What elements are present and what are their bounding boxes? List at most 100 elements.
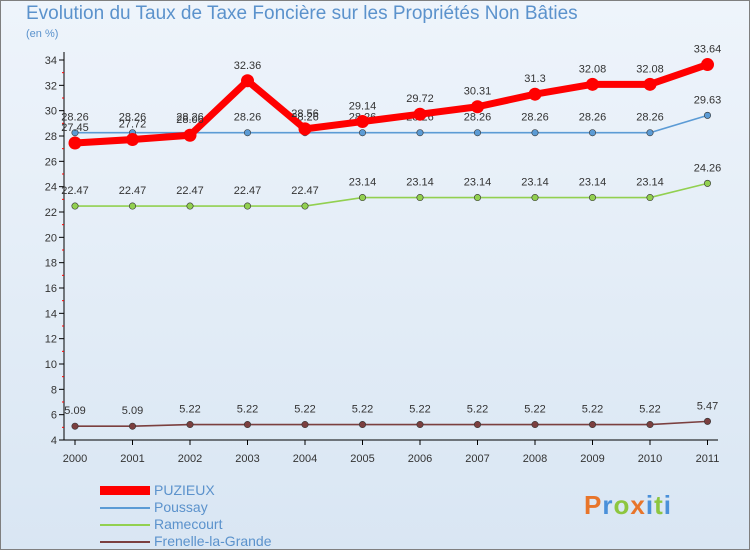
- logo-letter: x: [630, 490, 646, 520]
- data-label-ramecourt: 22.47: [119, 185, 147, 197]
- data-label-poussay: 29.63: [694, 94, 722, 106]
- data-point-ramecourt: [416, 194, 424, 202]
- data-label-ramecourt: 23.14: [349, 177, 377, 189]
- data-label-poussay: 28.26: [636, 112, 664, 124]
- logo-letter: t: [654, 490, 664, 520]
- legend-label-puzieux: PUZIEUX: [154, 482, 215, 498]
- data-point-ramecourt: [129, 202, 137, 210]
- data-point-frenelle-la-grande: [646, 421, 654, 429]
- data-point-puzieux: [586, 77, 599, 91]
- data-label-puzieux: 32.08: [636, 63, 664, 75]
- data-label-frenelle-la-grande: 5.22: [294, 404, 315, 416]
- y-tick-label: 20: [45, 232, 57, 244]
- y-tick-label: 8: [51, 384, 57, 396]
- chart-title: Evolution du Taux de Taxe Foncière sur l…: [26, 3, 578, 24]
- proxiti-logo: Proxiti: [584, 490, 672, 521]
- data-label-frenelle-la-grande: 5.22: [237, 404, 258, 416]
- data-point-ramecourt: [646, 194, 654, 202]
- data-label-frenelle-la-grande: 5.22: [409, 404, 430, 416]
- data-label-puzieux: 27.45: [61, 122, 89, 134]
- y-tick-label: 34: [45, 55, 57, 67]
- data-label-frenelle-la-grande: 5.22: [352, 404, 373, 416]
- logo-letter: i: [663, 490, 672, 520]
- data-label-ramecourt: 23.14: [636, 177, 664, 189]
- data-point-frenelle-la-grande: [703, 417, 711, 425]
- y-tick-label: 32: [45, 80, 57, 92]
- data-label-poussay: 28.26: [234, 112, 262, 124]
- data-point-puzieux: [298, 122, 312, 136]
- legend-swatch-ramecourt: [100, 524, 150, 526]
- data-point-ramecourt: [531, 194, 539, 202]
- data-point-poussay: [416, 129, 424, 137]
- data-point-ramecourt: [301, 202, 309, 210]
- data-label-poussay: 28.26: [579, 112, 607, 124]
- data-point-puzieux: [68, 136, 82, 150]
- data-point-frenelle-la-grande: [71, 422, 79, 430]
- data-point-frenelle-la-grande: [301, 421, 309, 429]
- y-tick-label: 14: [45, 308, 57, 320]
- x-tick-label: 2005: [350, 453, 374, 465]
- x-tick-label: 2004: [293, 453, 317, 465]
- legend-swatch-poussay: [100, 507, 150, 509]
- data-label-ramecourt: 22.47: [61, 185, 89, 197]
- data-point-frenelle-la-grande: [358, 421, 366, 429]
- data-label-puzieux: 31.3: [524, 73, 545, 85]
- x-tick-label: 2010: [638, 453, 662, 465]
- y-tick-label: 4: [51, 435, 57, 447]
- data-label-puzieux: 29.72: [406, 93, 434, 105]
- series-line-frenelle-la-grande: [75, 420, 708, 427]
- data-point-puzieux: [413, 107, 427, 121]
- data-label-puzieux: 30.31: [464, 86, 492, 98]
- x-tick-label: 2009: [580, 453, 604, 465]
- data-point-poussay: [703, 111, 711, 119]
- y-tick-label: 12: [45, 334, 57, 346]
- data-point-puzieux: [241, 74, 254, 88]
- data-label-puzieux: 27.72: [119, 119, 147, 131]
- data-label-puzieux: 33.64: [694, 44, 722, 56]
- y-tick-label: 28: [45, 131, 57, 143]
- data-point-ramecourt: [358, 194, 366, 202]
- y-tick-label: 6: [51, 410, 57, 422]
- data-point-puzieux: [183, 128, 197, 142]
- data-point-puzieux: [356, 115, 369, 129]
- data-label-ramecourt: 22.47: [291, 185, 319, 197]
- data-point-puzieux: [126, 133, 139, 147]
- y-tick-label: 16: [45, 283, 57, 295]
- legend-swatch-frenelle-la-grande: [100, 541, 150, 543]
- data-label-poussay: 28.26: [464, 112, 492, 124]
- data-label-ramecourt: 22.47: [176, 185, 204, 197]
- data-point-poussay: [588, 129, 596, 137]
- data-point-frenelle-la-grande: [129, 422, 137, 430]
- data-point-poussay: [473, 129, 481, 137]
- data-point-frenelle-la-grande: [186, 421, 194, 429]
- y-tick-label: 30: [45, 106, 57, 118]
- y-tick-label: 18: [45, 258, 57, 270]
- data-point-ramecourt: [473, 194, 481, 202]
- x-tick-label: 2002: [178, 453, 202, 465]
- series-line-ramecourt: [75, 182, 708, 207]
- data-label-frenelle-la-grande: 5.22: [467, 404, 488, 416]
- data-point-frenelle-la-grande: [244, 421, 252, 429]
- data-label-ramecourt: 23.14: [521, 177, 549, 189]
- data-point-poussay: [531, 129, 539, 137]
- data-label-puzieux: 29.14: [349, 101, 377, 113]
- x-tick-label: 2003: [235, 453, 259, 465]
- data-label-ramecourt: 23.14: [406, 177, 434, 189]
- data-label-puzieux: 32.08: [579, 63, 607, 75]
- x-tick-label: 2007: [465, 453, 489, 465]
- logo-letter: r: [602, 490, 614, 520]
- data-label-poussay: 28.26: [61, 112, 89, 124]
- y-tick-label: 26: [45, 156, 57, 168]
- data-label-frenelle-la-grande: 5.22: [639, 404, 660, 416]
- data-point-ramecourt: [71, 202, 79, 210]
- data-point-ramecourt: [244, 202, 252, 210]
- x-tick-label: 2008: [523, 453, 547, 465]
- x-tick-label: 2000: [63, 453, 87, 465]
- data-label-frenelle-la-grande: 5.47: [697, 400, 718, 412]
- legend-label-ramecourt: Ramecourt: [154, 516, 223, 532]
- data-label-puzieux: 28.56: [291, 108, 319, 120]
- data-label-ramecourt: 23.14: [579, 177, 607, 189]
- data-point-ramecourt: [703, 179, 711, 187]
- data-point-frenelle-la-grande: [531, 421, 539, 429]
